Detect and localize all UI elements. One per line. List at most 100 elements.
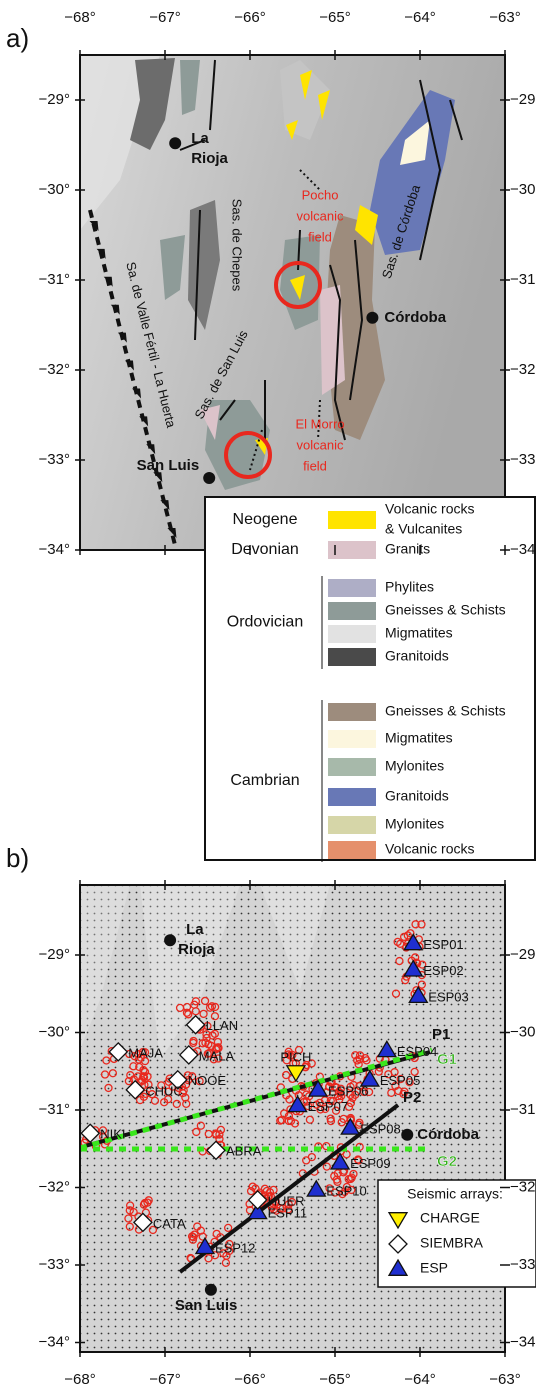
x-tick-label: −65° <box>319 1371 350 1388</box>
legend-label: Gneisses & Schists <box>385 602 506 618</box>
legend-swatch <box>328 703 376 721</box>
legend-label: Migmatites <box>385 730 453 746</box>
legend-label: Granits <box>385 541 430 557</box>
legend-swatch <box>328 579 376 597</box>
station-label: CHUC <box>145 1083 183 1098</box>
y-tick-label: −34° <box>510 1333 536 1350</box>
station-label: ESP03 <box>428 990 468 1005</box>
x-tick-label: −65° <box>319 9 350 26</box>
legend-swatch <box>328 816 376 834</box>
city-label: La <box>191 130 209 147</box>
legend-label: Volcanic rocks <box>385 841 474 857</box>
station-label: ESP09 <box>350 1156 390 1171</box>
legend-swatch <box>328 511 376 529</box>
city-marker <box>164 934 176 946</box>
y-tick-label: −29° <box>39 946 70 963</box>
city-label: San Luis <box>175 1297 238 1314</box>
legend-label: Volcanic rocks <box>385 501 474 517</box>
legend-swatch <box>328 625 376 643</box>
figure: a) Sa. de Valle Fértil - La Huerta Sas. … <box>0 0 536 1395</box>
legend-period: Cambrian <box>230 772 299 789</box>
legend-label: & Vulcanites <box>385 521 462 537</box>
station-label: ESP12 <box>215 1241 255 1256</box>
legend-label: Mylonites <box>385 816 444 832</box>
y-tick-label: −29° <box>510 946 536 963</box>
y-tick-label: −29° <box>39 91 70 108</box>
y-tick-label: −29° <box>510 91 536 108</box>
y-tick-label: −30° <box>39 181 70 198</box>
station-label: MALA <box>199 1048 235 1063</box>
y-tick-label: −34° <box>39 541 70 558</box>
legend-label: Granitoids <box>385 788 449 804</box>
y-tick-label: −31° <box>39 1101 70 1118</box>
y-tick-label: −30° <box>39 1023 70 1040</box>
y-tick-label: −34° <box>510 541 536 558</box>
city-marker <box>401 1129 413 1141</box>
legend-period: Neogene <box>233 511 298 528</box>
volcanic-field-label: El Morro <box>295 416 344 431</box>
profile-label: P2 <box>403 1089 421 1106</box>
station-label: LLAN <box>206 1018 239 1033</box>
x-tick-label: −63° <box>489 1371 520 1388</box>
station-label: PICH <box>280 1049 311 1064</box>
legend-label: ESP <box>420 1260 448 1276</box>
station-label: NIKI <box>100 1127 125 1142</box>
station-label: MAJA <box>128 1045 163 1060</box>
station-label: ESP06 <box>328 1083 368 1098</box>
legend-swatch <box>328 841 376 859</box>
range-label: Sas. de Chepes <box>230 199 245 292</box>
legend-label: Migmatites <box>385 625 453 641</box>
y-tick-label: −32° <box>39 361 70 378</box>
legend-label: Granitoids <box>385 648 449 664</box>
y-tick-label: −32° <box>510 361 536 378</box>
x-tick-label: −66° <box>234 9 265 26</box>
station-label: ESP02 <box>423 963 463 978</box>
legend-label: SIEMBRA <box>420 1235 484 1251</box>
y-tick-label: −31° <box>510 1101 536 1118</box>
panel-label: a) <box>6 23 29 53</box>
x-tick-label: −68° <box>64 1371 95 1388</box>
legend-period: Devonian <box>231 541 299 558</box>
city-marker <box>366 312 378 324</box>
volcanic-field-label: field <box>303 458 327 473</box>
x-tick-label: −67° <box>149 9 180 26</box>
city-label: La <box>186 921 204 938</box>
y-tick-label: −34° <box>39 1333 70 1350</box>
x-tick-label: −64° <box>404 9 435 26</box>
x-tick-label: −68° <box>64 9 95 26</box>
y-tick-label: −31° <box>510 271 536 288</box>
city-marker <box>203 472 215 484</box>
city-label: Córdoba <box>384 309 446 326</box>
city-marker <box>205 1284 217 1296</box>
station-label: HUER <box>268 1193 305 1208</box>
legend-swatch <box>328 648 376 666</box>
city-label: Rioja <box>191 150 228 167</box>
y-tick-label: −30° <box>510 1023 536 1040</box>
city-marker <box>169 137 181 149</box>
y-tick-label: −33° <box>39 451 70 468</box>
y-tick-label: −33° <box>39 1256 70 1273</box>
legend-title: Seismic arrays: <box>407 1186 503 1202</box>
x-tick-label: −66° <box>234 1371 265 1388</box>
legend-swatch <box>328 758 376 776</box>
y-tick-label: −30° <box>510 181 536 198</box>
y-tick-label: −33° <box>510 451 536 468</box>
volcanic-field-label: volcanic <box>297 208 344 223</box>
legend-period: Ordovician <box>227 614 303 631</box>
volcanic-field-label: Pocho <box>302 187 339 202</box>
station-label: ESP05 <box>380 1073 420 1088</box>
x-tick-label: −63° <box>489 9 520 26</box>
legend-label: Phylites <box>385 579 434 595</box>
city-label: Rioja <box>178 941 215 958</box>
station-label: ABRA <box>226 1144 262 1159</box>
profile-label: P1 <box>432 1026 450 1043</box>
legend-swatch <box>328 730 376 748</box>
legend-label: Gneisses & Schists <box>385 703 506 719</box>
station-label: ESP01 <box>423 937 463 952</box>
panel-label: b) <box>6 843 29 873</box>
volcanic-field-label: field <box>308 229 332 244</box>
y-tick-label: −32° <box>39 1178 70 1195</box>
city-label: San Luis <box>137 457 200 474</box>
station-label: CATA <box>153 1216 186 1231</box>
legend-label: Mylonites <box>385 758 444 774</box>
